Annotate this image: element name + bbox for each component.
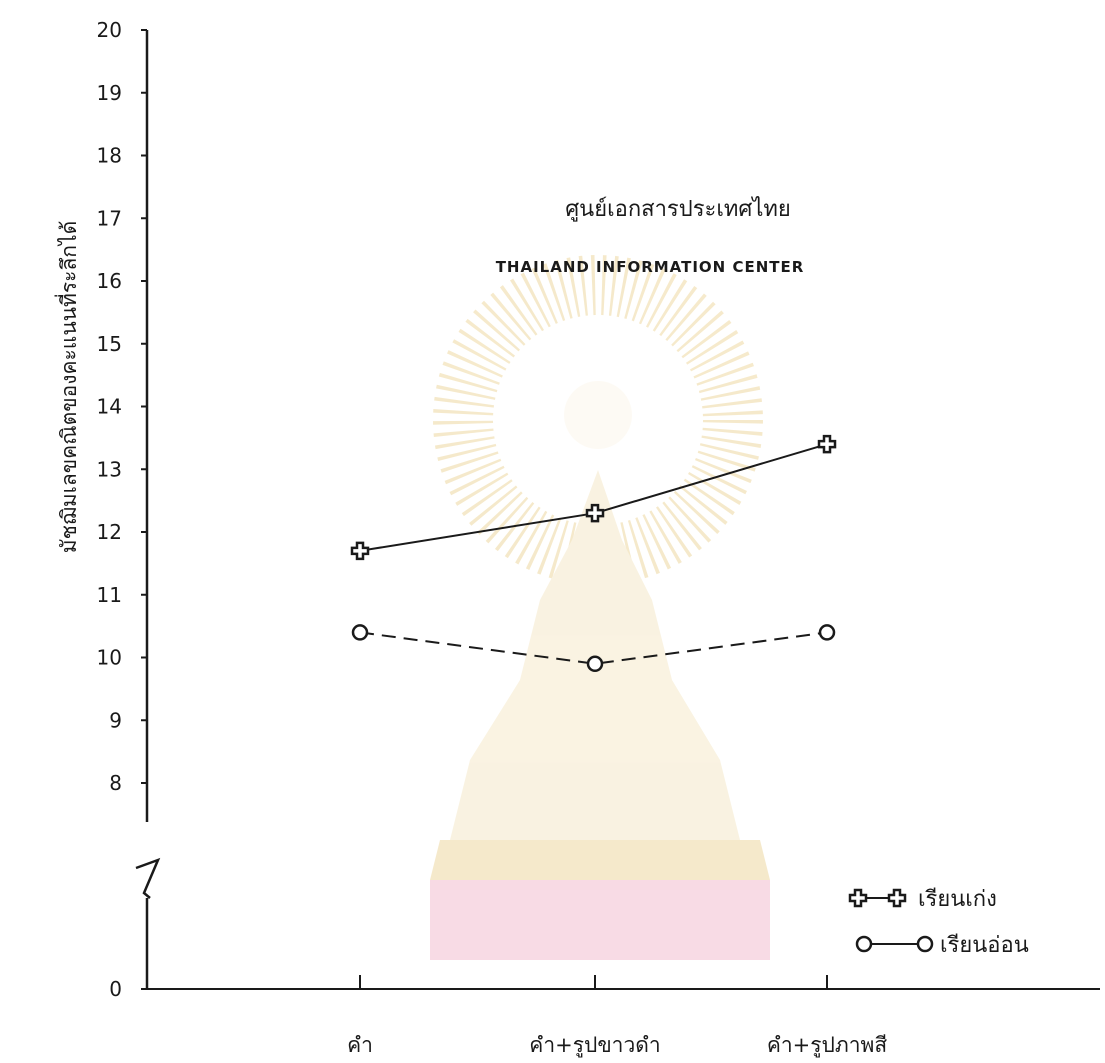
- x-category-label: คำ+รูปขาวดำ: [529, 1033, 660, 1058]
- legend-circle-marker-icon: [855, 935, 873, 953]
- data-point-circle-0: [351, 624, 369, 641]
- legend-cross-marker-icon-end: [887, 888, 907, 908]
- y-tick-label: 11: [97, 583, 122, 607]
- legend-circle-marker-icon-end: [916, 935, 934, 953]
- legend-cross-marker-end: [887, 888, 907, 908]
- data-point-cross-1: [585, 503, 605, 523]
- data-point-cross-0: [350, 541, 370, 561]
- y-tick-label: 10: [97, 646, 122, 670]
- y-tick-label: 14: [97, 395, 122, 419]
- legend: เรียนเก่ง เรียนอ่อน: [848, 887, 1029, 958]
- y-tick-label: 19: [97, 81, 122, 105]
- axis-break-mark: [135, 857, 161, 899]
- data-point-circle-1: [586, 655, 604, 673]
- legend-item-strong: เรียนเก่ง: [848, 887, 997, 912]
- y-tick-label: 17: [97, 206, 122, 230]
- y-ticks: 0 8 9 10 11 12 13 14 15 16 17 18 19 20: [97, 18, 147, 1001]
- legend-circle-marker: [855, 935, 873, 953]
- axes: [135, 30, 1100, 990]
- watermark-title-english: THAILAND INFORMATION CENTER: [496, 258, 805, 276]
- series-layer: [350, 434, 837, 673]
- series-line-1: [359, 631, 828, 665]
- y-tick-label: 12: [97, 520, 122, 544]
- y-tick-label: 16: [97, 269, 122, 293]
- legend-circle-marker-end: [916, 935, 934, 953]
- data-point-cross-2: [817, 434, 837, 454]
- y-axis-label: มัชฌิมเลขคณิตของคะแนนที่ระลึกได้: [54, 221, 81, 553]
- y-tick-label: 13: [97, 457, 122, 481]
- legend-label-weak: เรียนอ่อน: [940, 933, 1029, 958]
- watermark-title-thai: ศูนย์เอกสารประเทศไทย: [565, 196, 791, 222]
- legend-cross-marker: [848, 888, 868, 908]
- y-tick-label: 18: [97, 144, 122, 168]
- data-point-circle-2: [818, 624, 836, 641]
- chulalongkorn-emblem-icon: [430, 255, 770, 960]
- y-tick-label: 15: [97, 332, 122, 356]
- legend-label-strong: เรียนเก่ง: [918, 887, 997, 912]
- y-tick-label: 20: [97, 18, 122, 42]
- legend-item-weak: เรียนอ่อน: [855, 933, 1029, 958]
- y-tick-label: 9: [109, 708, 122, 732]
- y-tick-label: 8: [109, 771, 122, 795]
- x-ticks: คำ คำ+รูปขาวดำ คำ+รูปภาพสี: [347, 975, 887, 1058]
- x-category-label: คำ+รูปภาพสี: [767, 1033, 888, 1058]
- x-category-label: คำ: [347, 1033, 373, 1057]
- legend-cross-marker-icon: [848, 888, 868, 908]
- y-tick-label: 0: [109, 977, 122, 1001]
